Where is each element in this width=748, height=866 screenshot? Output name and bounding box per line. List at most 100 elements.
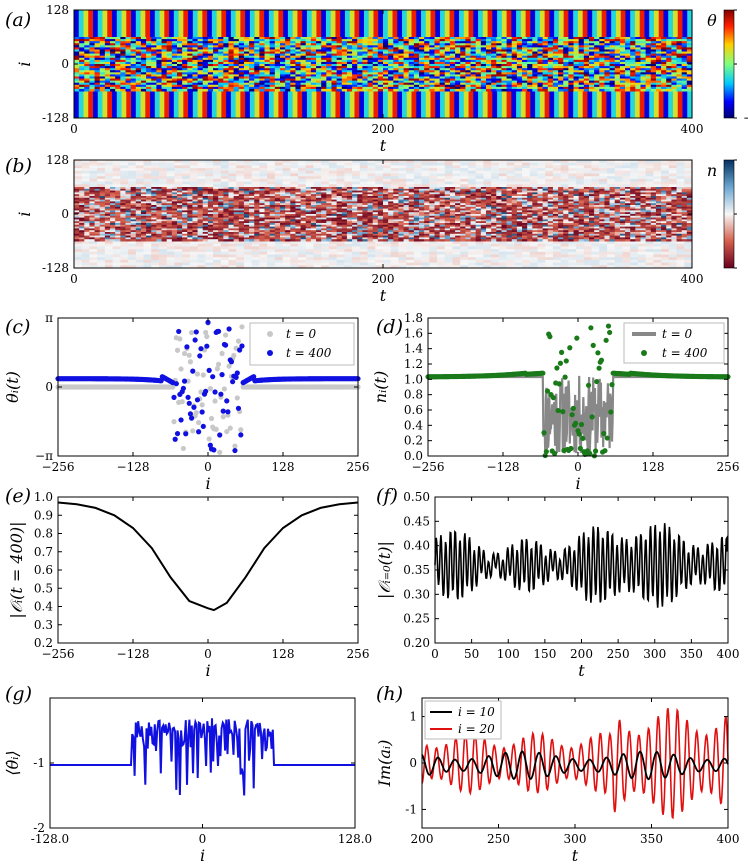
- heatmap-cell: [496, 86, 502, 90]
- heatmap-cell: [622, 168, 631, 172]
- heatmap-cell: [130, 37, 137, 40]
- heatmap-cell: [295, 47, 302, 50]
- heatmap-cell: [174, 176, 183, 180]
- heatmap-cell: [321, 68, 327, 71]
- heatmap-cell: [491, 70, 497, 73]
- heatmap-cell: [558, 64, 564, 67]
- heatmap-cell: [406, 251, 415, 255]
- heatmap-cell: [506, 43, 513, 46]
- heatmap-cell: [630, 43, 636, 46]
- heatmap-cell: [128, 170, 137, 174]
- heatmap-cell: [594, 82, 600, 86]
- heatmap-cell: [130, 61, 137, 65]
- heatmap-cell: [650, 64, 657, 67]
- heatmap-cell: [439, 74, 446, 77]
- heatmap-cell: [300, 70, 307, 73]
- heatmap-cell: [511, 74, 518, 77]
- heatmap-cell: [486, 39, 492, 42]
- heatmap-cell: [104, 72, 111, 75]
- heatmap-cell: [295, 37, 302, 40]
- heatmap-cell: [383, 162, 392, 166]
- heatmap-cell: [218, 78, 224, 82]
- heatmap-cell: [622, 257, 631, 261]
- heatmap-cell: [74, 37, 80, 40]
- heatmap-cell: [115, 84, 121, 88]
- heatmap-cell: [460, 173, 469, 177]
- heatmap-cell: [375, 168, 384, 172]
- heatmap-cell: [156, 61, 163, 65]
- heatmap-cell: [681, 47, 688, 50]
- heatmap-cell: [321, 160, 330, 164]
- heatmap-cell: [583, 45, 590, 48]
- heatmap-cell: [104, 61, 111, 65]
- heatmap-cell: [583, 68, 590, 71]
- heatmap-cell: [313, 251, 322, 255]
- heatmap-cell: [537, 68, 544, 71]
- heatmap-cell: [151, 257, 160, 261]
- heatmap-cell: [357, 45, 363, 48]
- heatmap-cell: [460, 259, 469, 264]
- heatmap-cell: [213, 78, 219, 82]
- heatmap-cell: [406, 181, 415, 185]
- heatmap-cell: [362, 72, 369, 75]
- heatmap-cell: [84, 45, 90, 48]
- heatmap-cell: [383, 37, 389, 40]
- heatmap-cell: [625, 57, 631, 61]
- heatmap-cell: [661, 68, 667, 71]
- heatmap-cell: [166, 165, 175, 169]
- heatmap-cell: [295, 57, 302, 61]
- heatmap-cell: [104, 51, 111, 55]
- heatmap-cell: [644, 91, 650, 118]
- heatmap-cell: [465, 74, 472, 77]
- heatmap-cell: [328, 160, 338, 164]
- heatmap-cell: [463, 91, 470, 118]
- heatmap-cell: [89, 82, 96, 86]
- heatmap-cell: [367, 47, 374, 50]
- heatmap-cell: [177, 55, 183, 59]
- heatmap-cell: [558, 53, 564, 57]
- heatmap-cell: [480, 41, 487, 44]
- heatmap-cell: [542, 76, 549, 80]
- heatmap-cell: [89, 68, 96, 71]
- heatmap-cell: [475, 162, 484, 166]
- heatmap-cell: [120, 61, 126, 65]
- heatmap-cell: [429, 249, 438, 253]
- heatmap-cell: [161, 55, 168, 59]
- heatmap-cell: [383, 176, 392, 180]
- heatmap-cell: [583, 53, 590, 57]
- heatmap-cell: [594, 72, 600, 75]
- heatmap-cell: [537, 86, 544, 90]
- heatmap-cell: [280, 72, 286, 75]
- heatmap-cell: [300, 37, 307, 40]
- heatmap-cell: [259, 72, 266, 75]
- heatmap-cell: [635, 64, 641, 67]
- heatmap-cell: [151, 265, 160, 269]
- heatmap-cell: [437, 254, 446, 258]
- heatmap-cell: [455, 37, 461, 40]
- heatmap-cell: [310, 64, 317, 67]
- heatmap-cell: [120, 78, 126, 82]
- heatmap-cell: [437, 173, 446, 177]
- heatmap-cell: [290, 84, 296, 88]
- heatmap-cell: [305, 88, 312, 92]
- heatmap-cell: [313, 243, 322, 247]
- heatmap-cell: [171, 61, 178, 65]
- heatmap-cell: [388, 86, 394, 90]
- heatmap-cell: [233, 76, 240, 80]
- heatmap-cell: [79, 76, 85, 80]
- heatmap-cell: [434, 84, 441, 88]
- heatmap-cell: [189, 241, 199, 245]
- heatmap-cell: [290, 170, 299, 174]
- heatmap-cell: [166, 257, 175, 261]
- heatmap-cell: [666, 43, 672, 46]
- heatmap-cell: [352, 74, 358, 77]
- heatmap-cell: [218, 66, 224, 69]
- heatmap-cell: [413, 68, 420, 71]
- heatmap-cell: [560, 262, 569, 266]
- heatmap-cell: [79, 64, 85, 67]
- heatmap-cell: [625, 41, 631, 44]
- heatmap-cell: [578, 55, 585, 59]
- heatmap-cell: [486, 88, 492, 92]
- heatmap-cell: [300, 84, 307, 88]
- heatmap-cell: [465, 47, 472, 50]
